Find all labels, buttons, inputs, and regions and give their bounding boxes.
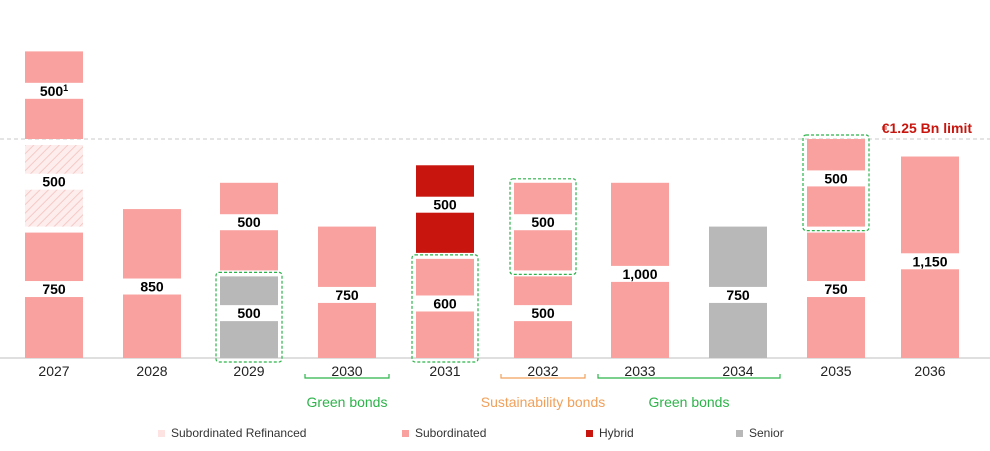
bar-label-2031-1: 600 <box>433 295 457 311</box>
bar-label-2032-2: 500 <box>531 214 555 230</box>
x-tick-2028: 2028 <box>136 363 167 379</box>
x-tick-2029: 2029 <box>233 363 264 379</box>
x-tick-2032: 2032 <box>527 363 558 379</box>
bar-label-band-2030-1 <box>318 286 376 303</box>
bar-label-2032-1: 500 <box>531 305 555 321</box>
bar-label-band-2035-1 <box>807 281 865 298</box>
legend-label-subordinated: Subordinated <box>415 426 487 440</box>
bar-label-2030-1: 750 <box>335 287 359 303</box>
legend-swatch-subordinated-refinanced <box>158 429 165 437</box>
x-tick-2030: 2030 <box>331 363 362 379</box>
bar-label-band-2032-1 <box>514 305 572 322</box>
bar-label-2027-1: 750 <box>42 281 66 297</box>
legend-item-subordinated: Subordinated <box>402 426 486 440</box>
legend-item-subordinated-refinanced: Subordinated Refinanced <box>158 426 306 440</box>
limit-label: €1.25 Bn limit <box>882 120 973 136</box>
x-tick-2035: 2035 <box>820 363 851 379</box>
bar-label-band-2036-1 <box>901 253 959 270</box>
x-tick-2036: 2036 <box>914 363 945 379</box>
bar-label-band-2029-2 <box>220 214 278 231</box>
bracket-green-bonds-3 <box>597 374 781 379</box>
bar-label-2033-1: 1,000 <box>622 266 657 282</box>
legend-swatch-hybrid <box>586 429 593 437</box>
legend-label-senior: Senior <box>749 426 784 440</box>
bracket-label-green-bonds-1: Green bonds <box>307 394 388 410</box>
bar-label-band-2035-2 <box>807 170 865 187</box>
bracket-green-bonds-1 <box>304 374 390 379</box>
bar-label-2027-2: 500 <box>42 174 66 190</box>
bracket-label-sustainability-bonds-2: Sustainability bonds <box>481 394 606 410</box>
bar-label-2035-1: 750 <box>824 281 848 297</box>
green-bond-outline-2029 <box>215 271 283 363</box>
green-bond-outline-2031 <box>411 254 479 363</box>
bar-label-band-2033-1 <box>611 265 669 282</box>
bar-label-2029-2: 500 <box>237 214 261 230</box>
x-tick-2031: 2031 <box>429 363 460 379</box>
bar-label-band-2028-1 <box>123 278 181 295</box>
bar-label-2035-2: 500 <box>824 170 848 186</box>
bar-label-2036-1: 1,150 <box>912 253 947 269</box>
bar-label-band-2031-1 <box>416 295 474 312</box>
legend: Subordinated Refinanced Subordinated Hyb… <box>0 426 990 444</box>
bar-label-band-2027-1 <box>25 281 83 298</box>
bracket-label-green-bonds-3: Green bonds <box>649 394 730 410</box>
bar-label-band-2027-2 <box>25 173 83 190</box>
x-tick-2034: 2034 <box>722 363 753 379</box>
bar-label-2027-3: 5001 <box>40 83 68 99</box>
bar-label-band-2029-1 <box>220 305 278 322</box>
legend-label-hybrid: Hybrid <box>599 426 634 440</box>
bar-label-band-2034-1 <box>709 286 767 303</box>
legend-swatch-senior <box>736 429 743 437</box>
bar-label-band-2031-2 <box>416 196 474 213</box>
footnote-marker: 1 <box>63 83 68 93</box>
legend-swatch-subordinated <box>402 429 409 437</box>
green-bond-outline-2032 <box>509 178 577 276</box>
bar-label-2031-2: 500 <box>433 197 457 213</box>
bar-label-band-2027-3 <box>25 82 83 99</box>
x-tick-2027: 2027 <box>38 363 69 379</box>
bracket-sustainability-bonds-2 <box>500 374 586 379</box>
legend-item-senior: Senior <box>736 426 784 440</box>
bar-label-2029-1: 500 <box>237 305 261 321</box>
bar-label-2034-1: 750 <box>726 287 750 303</box>
legend-item-hybrid: Hybrid <box>586 426 634 440</box>
green-bond-outline-2035 <box>802 134 870 232</box>
bar-label-2028-1: 850 <box>140 279 164 295</box>
plot-area: €1.25 Bn limit75050050012027850202850050… <box>0 51 990 410</box>
legend-label-subordinated-refinanced: Subordinated Refinanced <box>171 426 307 440</box>
bar-label-band-2032-2 <box>514 214 572 231</box>
x-tick-2033: 2033 <box>624 363 655 379</box>
